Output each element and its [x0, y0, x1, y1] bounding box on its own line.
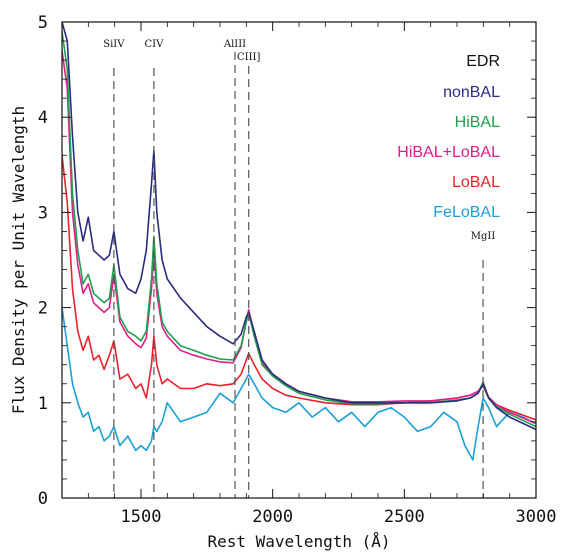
annotation-label-civ: CIV: [144, 39, 164, 50]
y-tick-label: 0: [38, 489, 48, 509]
y-tick-label: 1: [38, 394, 48, 414]
legend-entry-felobal: FeLoBAL: [433, 204, 500, 221]
x-tick-label: 2000: [252, 507, 293, 527]
annotation-label-siiv: SiIV: [103, 39, 125, 50]
x-tick-label: 2500: [384, 507, 425, 527]
series-line-hibal-lobal: [62, 50, 536, 425]
legend-entry-lobal: LoBAL: [452, 174, 500, 191]
series-line-nonbal: [62, 22, 536, 431]
y-tick-label: 4: [38, 108, 48, 128]
x-tick-label: 3000: [516, 507, 557, 527]
annotation-label-mgii: MgII: [471, 231, 496, 242]
legend: EDR nonBAL HiBAL HiBAL+LoBAL LoBAL FeLoBAL: [397, 53, 500, 221]
annotation-label-ciii: CIII]: [237, 52, 261, 63]
legend-entry-hibal-lobal: HiBAL+LoBAL: [397, 144, 500, 161]
tick-layer: 0 1 2 3 4 5 1500 2000 2500 3000: [38, 13, 557, 527]
y-tick-label: 5: [38, 13, 48, 33]
y-axis-title: Flux Density per Unit Wavelength: [9, 106, 28, 414]
annotation-layer: SiIV CIV AlIII CIII] MgII: [103, 39, 495, 498]
x-axis-title: Rest Wavelength (Å): [207, 532, 390, 551]
series-line-felobal: [62, 307, 536, 461]
x-tick-label: 1500: [121, 507, 162, 527]
annotation-label-aliii: AlIII: [223, 39, 246, 50]
legend-entry-nonbal: nonBAL: [443, 84, 500, 101]
y-tick-label: 3: [38, 203, 48, 223]
y-tick-label: 2: [38, 299, 48, 319]
legend-entry-hibal: HiBAL: [455, 114, 500, 131]
series-layer: [62, 22, 536, 461]
series-line-lobal: [62, 155, 536, 421]
legend-title: EDR: [466, 53, 500, 70]
